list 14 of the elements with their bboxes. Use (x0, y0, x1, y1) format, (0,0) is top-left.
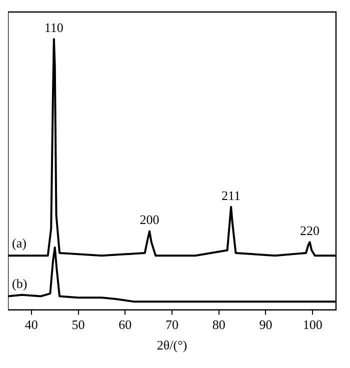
annotation: 220 (300, 223, 320, 238)
x-tick-label: 100 (302, 317, 322, 332)
x-tick-label: 60 (118, 317, 132, 332)
annotation: 200 (140, 212, 160, 228)
x-tick-label: 40 (24, 317, 38, 332)
x-tick-label: 70 (166, 317, 178, 332)
x-tick-label: 90 (259, 317, 272, 332)
series-label: (a) (12, 236, 26, 251)
x-tick-label: 80 (212, 317, 226, 332)
series-label: (b) (12, 276, 28, 292)
x-tick-label: 50 (72, 317, 85, 332)
x-axis-title: 2θ/(°) (156, 338, 188, 353)
annotation: 110 (44, 20, 64, 35)
annotation: 211 (222, 188, 241, 203)
